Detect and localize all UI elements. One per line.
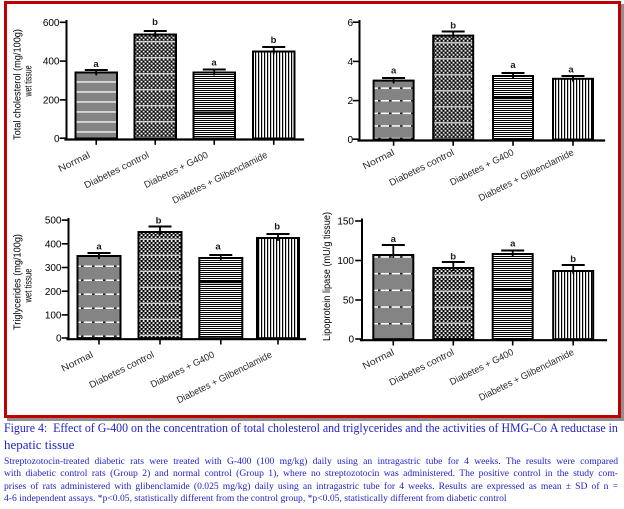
svg-text:a: a — [568, 65, 574, 76]
svg-text:Normal: Normal — [57, 150, 92, 175]
svg-text:Diabetes + Glibenclamide: Diabetes + Glibenclamide — [171, 150, 270, 207]
svg-text:Diabetes control: Diabetes control — [88, 350, 156, 392]
svg-text:a: a — [211, 58, 217, 69]
svg-text:300: 300 — [45, 263, 62, 274]
svg-text:4: 4 — [347, 57, 353, 68]
svg-text:Triglycerides (mg/100g): Triglycerides (mg/100g) — [12, 234, 24, 330]
svg-text:b: b — [274, 222, 280, 233]
svg-text:a: a — [510, 239, 516, 250]
svg-text:Normal: Normal — [361, 147, 396, 172]
svg-text:Total cholesterol (mg/100g): Total cholesterol (mg/100g) — [12, 29, 24, 140]
svg-text:0: 0 — [348, 335, 354, 346]
svg-text:Diabetes control: Diabetes control — [388, 347, 456, 389]
svg-text:Normal: Normal — [361, 347, 396, 372]
svg-text:100: 100 — [337, 256, 354, 267]
svg-text:b: b — [271, 35, 277, 46]
svg-text:a: a — [391, 66, 397, 77]
svg-text:Diabetes control: Diabetes control — [83, 150, 151, 192]
svg-text:150: 150 — [337, 217, 354, 228]
svg-text:200: 200 — [43, 96, 60, 107]
svg-text:400: 400 — [43, 57, 60, 68]
svg-text:b: b — [450, 252, 456, 263]
svg-text:0: 0 — [347, 135, 353, 146]
svg-text:0: 0 — [56, 334, 62, 345]
svg-text:Lipoprotein lipase (mU/g tissu: Lipoprotein lipase (mU/g tissue) — [321, 212, 333, 341]
svg-text:b: b — [570, 254, 576, 265]
svg-text:b: b — [156, 216, 162, 227]
svg-text:200: 200 — [45, 287, 62, 298]
svg-text:a: a — [215, 242, 221, 253]
svg-text:400: 400 — [45, 239, 62, 250]
svg-text:a: a — [391, 234, 397, 245]
svg-text:wet tissue: wet tissue — [23, 65, 35, 97]
svg-text:b: b — [450, 21, 456, 32]
svg-text:a: a — [93, 59, 99, 70]
svg-text:6: 6 — [347, 18, 353, 29]
svg-text:wet tissue: wet tissue — [23, 268, 35, 303]
svg-text:Normal: Normal — [60, 350, 95, 375]
svg-text:a: a — [510, 60, 516, 71]
svg-text:Diabetes control: Diabetes control — [388, 147, 456, 189]
svg-text:Diabetes + Glibenclamide: Diabetes + Glibenclamide — [175, 350, 274, 407]
svg-text:0: 0 — [54, 134, 60, 145]
svg-text:a: a — [96, 242, 102, 253]
svg-text:b: b — [152, 17, 158, 28]
svg-text:50: 50 — [343, 296, 355, 307]
svg-text:100: 100 — [45, 311, 62, 322]
svg-text:500: 500 — [45, 216, 62, 227]
svg-text:2: 2 — [347, 96, 353, 107]
svg-text:600: 600 — [43, 18, 60, 29]
